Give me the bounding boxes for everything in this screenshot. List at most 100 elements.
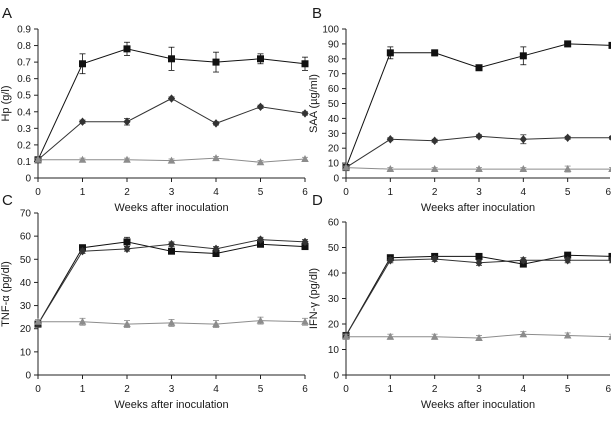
panel-letter: D [312, 192, 323, 209]
x-tick-label: 2 [124, 187, 130, 198]
data-point-diamond [78, 246, 87, 256]
y-tick-label: 100 [322, 25, 339, 36]
series-triangle [342, 163, 611, 173]
series-square [342, 251, 611, 339]
data-point-diamond [431, 254, 439, 264]
data-point-square [212, 58, 220, 66]
y-tick-label: 10 [20, 347, 32, 358]
x-tick-label: 4 [213, 384, 219, 395]
data-point-diamond [301, 237, 309, 247]
data-point-diamond [564, 133, 572, 142]
x-tick-label: 2 [124, 384, 130, 395]
panel-a: A 0 0.1 0.2 0.3 0.4 0.5 0.6 0.7 0.8 0.9 0 1 2 3 4 5 6 Week… [0, 5, 309, 214]
y-tick-label: 0.6 [17, 74, 31, 85]
data-point-square [519, 52, 527, 60]
x-tick-label: 6 [302, 187, 308, 198]
panel-b: B 0 10 20 30 40 50 60 70 80 90 100 0 1 2 3 4 5 6 Weeks afte… [308, 5, 611, 214]
y-tick-label: 60 [328, 84, 340, 95]
y-tick-label: 80 [328, 54, 340, 65]
y-tick-label: 0 [25, 371, 31, 382]
series-diamond [34, 94, 309, 164]
data-point-triangle [475, 334, 483, 342]
panel-c: C 0 10 20 30 40 50 60 70 0 1 2 3 4 5 6 Weeks after inocu… [0, 192, 309, 411]
x-tick-label: 1 [388, 187, 394, 198]
y-tick-label: 0.1 [17, 157, 31, 168]
data-point-triangle [212, 320, 220, 328]
series-triangle [34, 316, 309, 328]
x-axis-title: Weeks after inoculation [114, 399, 228, 411]
data-point-triangle [608, 334, 611, 340]
series-diamond [342, 254, 611, 340]
x-axis-title: Weeks after inoculation [421, 399, 535, 411]
y-tick-label: 70 [20, 209, 32, 220]
data-point-triangle [563, 165, 572, 173]
data-point-diamond [167, 94, 176, 103]
data-point-triangle [430, 165, 439, 173]
data-point-diamond [564, 256, 572, 265]
x-tick-label: 6 [605, 187, 611, 198]
x-tick-label: 2 [432, 384, 438, 395]
data-point-diamond [256, 102, 265, 112]
data-point-triangle [519, 330, 528, 338]
data-point-triangle [519, 165, 528, 173]
y-tick-label: 0 [333, 174, 339, 185]
data-point-diamond [212, 119, 220, 128]
data-point-triangle [475, 165, 483, 173]
x-tick-label: 0 [343, 384, 349, 395]
data-point-square [212, 250, 220, 257]
y-tick-label: 50 [328, 243, 340, 254]
y-axis-title: SAA (µg/ml) [308, 74, 320, 133]
series-square [342, 40, 611, 172]
y-tick-label: 0.7 [17, 58, 31, 69]
data-point-diamond [608, 134, 611, 141]
data-point-diamond [519, 135, 527, 144]
x-tick-label: 2 [432, 187, 438, 198]
panel-letter: A [2, 5, 12, 22]
data-point-diamond [431, 136, 439, 145]
y-tick-label: 60 [20, 232, 32, 243]
data-point-triangle [386, 332, 395, 340]
x-tick-label: 3 [476, 384, 482, 395]
y-tick-label: 50 [328, 99, 340, 110]
data-point-diamond [301, 109, 309, 118]
data-point-square [475, 64, 483, 72]
y-tick-label: 50 [20, 255, 32, 266]
data-point-diamond [519, 256, 527, 265]
x-tick-label: 6 [605, 384, 611, 395]
y-tick-label: 0.3 [17, 124, 31, 135]
data-point-triangle [430, 332, 439, 340]
series-line-diamond [345, 258, 611, 336]
x-tick-label: 5 [565, 384, 571, 395]
y-axis-title: TNF-α (pg/dl) [0, 261, 12, 327]
data-point-diamond [78, 117, 87, 126]
x-tick-label: 3 [169, 384, 175, 395]
y-tick-label: 0 [333, 371, 339, 382]
y-tick-label: 90 [328, 39, 340, 50]
data-point-triangle [342, 332, 350, 340]
data-point-diamond [123, 117, 131, 126]
data-point-triangle [78, 317, 87, 325]
panel-letter: C [2, 192, 13, 209]
data-point-triangle [78, 155, 87, 163]
data-point-square [386, 49, 394, 57]
y-tick-label: 20 [328, 144, 340, 155]
series-triangle [342, 330, 611, 342]
data-point-square [608, 41, 611, 49]
series-square [34, 41, 309, 164]
data-point-square [564, 40, 572, 48]
x-tick-label: 0 [343, 187, 349, 198]
y-tick-label: 40 [328, 269, 340, 280]
x-tick-label: 4 [213, 187, 219, 198]
series-diamond [342, 132, 611, 172]
data-point-diamond [167, 240, 176, 249]
data-point-triangle [256, 316, 265, 324]
data-point-triangle [123, 155, 131, 163]
x-tick-label: 5 [258, 384, 264, 395]
y-tick-label: 10 [328, 159, 340, 170]
data-point-square [475, 252, 483, 260]
x-axis-title: Weeks after inoculation [114, 202, 228, 214]
data-point-triangle [167, 318, 176, 326]
panel-letter: B [312, 5, 322, 22]
y-tick-label: 0.4 [17, 107, 31, 118]
